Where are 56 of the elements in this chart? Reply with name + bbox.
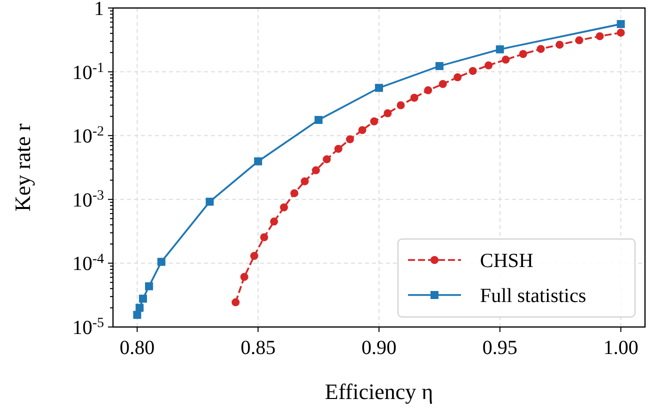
x-tick-label: 0.95: [482, 337, 518, 359]
point: [384, 109, 392, 118]
point: [300, 177, 309, 186]
point: [410, 94, 418, 102]
x-axis-title: Efficiency η: [324, 379, 434, 404]
point: [346, 135, 354, 144]
point: [312, 166, 320, 174]
point: [145, 282, 154, 290]
point: [375, 84, 383, 92]
x-tick-label: 0.85: [240, 337, 276, 359]
y-tick-label: 1: [94, 0, 104, 20]
point: [454, 73, 462, 82]
x-tick-label: 0.90: [362, 337, 396, 359]
point: [322, 155, 331, 164]
point: [136, 304, 144, 312]
point: [254, 157, 262, 166]
point: [358, 126, 366, 134]
y-tick-label: 10$^{-3}$: [72, 188, 104, 212]
point: [519, 50, 528, 58]
point: [556, 40, 564, 49]
point: [157, 258, 166, 266]
point: [280, 203, 288, 212]
point: [314, 116, 323, 124]
point: [396, 101, 405, 110]
point: [270, 218, 278, 226]
point: [575, 36, 584, 44]
point: [616, 20, 625, 28]
point: [596, 32, 604, 40]
legend-label: CHSH: [480, 250, 534, 272]
y-tick-label: 10$^{-1}$: [72, 60, 104, 84]
point: [260, 233, 268, 242]
x-tick-label: 0.80: [120, 337, 155, 359]
y-tick-label: 10$^{-4}$: [72, 252, 104, 276]
point: [250, 252, 258, 260]
point: [290, 189, 298, 198]
point: [435, 62, 444, 70]
point: [240, 272, 248, 281]
point: [468, 66, 477, 75]
point: [138, 294, 147, 303]
x-tick-label: 1.00: [603, 337, 638, 359]
point: [334, 144, 342, 153]
point: [484, 61, 493, 70]
point: [133, 310, 142, 319]
legend-label: Full statistics: [480, 285, 586, 307]
point: [502, 56, 510, 64]
point: [370, 117, 378, 126]
point: [232, 298, 240, 306]
point: [536, 44, 545, 53]
y-tick-label: 10$^{-5}$: [72, 316, 104, 339]
point: [438, 80, 447, 88]
point: [424, 86, 432, 94]
point: [496, 45, 504, 54]
point: [616, 28, 625, 37]
y-axis-title: Key rate r: [10, 122, 35, 212]
y-tick-label: 10$^{-2}$: [72, 124, 104, 148]
point: [206, 198, 214, 206]
